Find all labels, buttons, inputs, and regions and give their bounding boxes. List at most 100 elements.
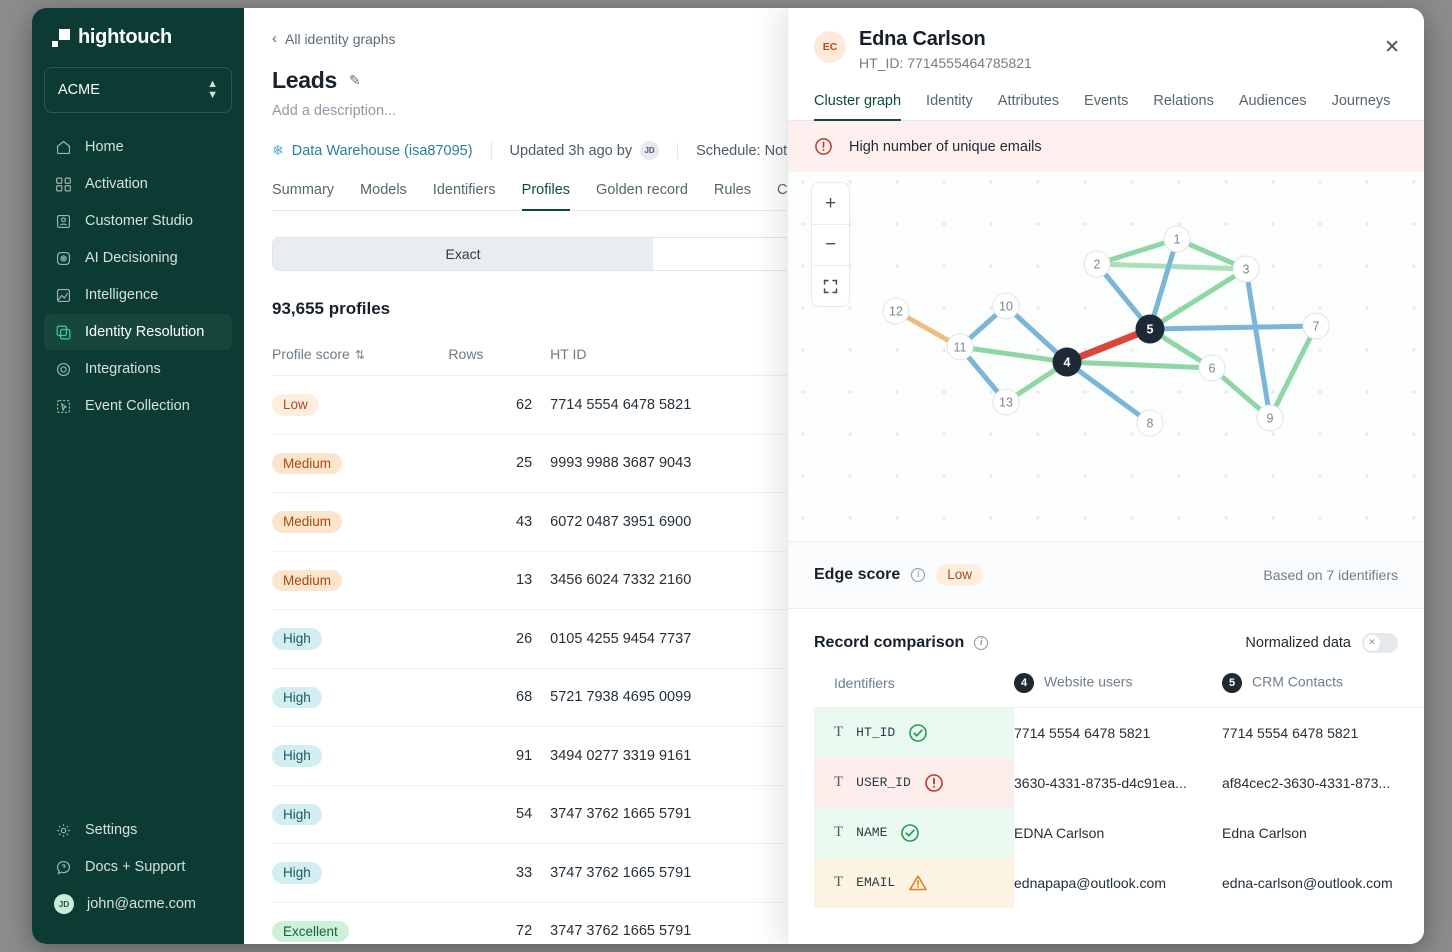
header-rows[interactable]: Rows [448,346,533,376]
tab-rules[interactable]: Rules [713,182,751,198]
cell-ht-id: 0105 4255 9454 7737 [532,609,794,669]
cell-rows: 72 [448,902,533,944]
identifier-name: EMAIL [856,875,896,890]
tab-events[interactable]: Events [1084,93,1129,109]
cell-identifier: T HT_ID [814,707,1014,758]
hightouch-logo-icon [52,28,70,47]
segment-exact[interactable]: Exact [273,238,653,270]
cluster-graph[interactable]: 1 2 3 4 5 6 7 8 9 10 11 12 13 + − [788,172,1424,542]
graph-node-5[interactable]: 5 [1135,314,1165,344]
graph-node-6[interactable]: 6 [1198,354,1226,382]
title-row: Leads ✎ [272,67,1396,94]
account-email: john@acme.com [87,896,197,912]
profile-detail-panel: EC Edna Carlson HT_ID: 7714555464785821 … [787,8,1424,944]
graph-node-7[interactable]: 7 [1302,312,1330,340]
tab-models[interactable]: Models [360,182,407,198]
cell-ht-id: 3456 6024 7332 2160 [532,551,794,610]
match-status-icon [900,823,920,843]
graph-node-1[interactable]: 1 [1163,225,1191,253]
tab-audiences[interactable]: Audiences [1238,93,1307,109]
tab-journeys[interactable]: Journeys [1331,93,1391,109]
normalized-data-toggle[interactable]: ✕ [1362,632,1398,653]
description-placeholder[interactable]: Add a description... [272,103,397,119]
fit-screen-icon[interactable] [812,265,849,306]
tab-cluster-graph[interactable]: Cluster graph [814,93,902,121]
cell-ht-id: 7714 5554 6478 5821 [532,375,794,435]
record-comparison-title: Record comparison [814,633,965,651]
sidebar-item-label: Identity Resolution [85,324,205,340]
sidebar-item-account[interactable]: JD john@acme.com [44,886,232,922]
tab-identity[interactable]: Identity [926,93,973,109]
tab-relations[interactable]: Relations [1153,93,1214,109]
graph-node-2[interactable]: 2 [1083,250,1111,278]
graph-node-3[interactable]: 3 [1232,255,1260,283]
workspace-selector[interactable]: ACME ▲ ▼ [44,67,232,113]
sidebar-item-home[interactable]: Home [44,129,232,165]
cell-value-1: 3630-4331-8735-d4c91ea... [1014,774,1187,791]
brand-logo[interactable]: hightouch [44,8,232,63]
graph-node-12[interactable]: 12 [882,297,910,325]
cell-value-1: EDNA Carlson [1014,824,1105,841]
table-row[interactable]: T NAME EDNA Carlson Edna Carlson [814,807,1424,858]
sidebar-item-customer-studio[interactable]: Customer Studio [44,203,232,239]
table-row[interactable]: T HT_ID 7714 5554 6478 5821 7714 5554 64… [814,707,1424,758]
info-icon[interactable]: i [974,635,989,650]
table-row[interactable]: T EMAIL ednapapa@outlook.com edna-carlso… [814,857,1424,908]
chevron-updown-icon: ▲ ▼ [207,78,218,101]
status-badge: Low [272,394,319,416]
alert-banner: High number of unique emails [788,121,1424,172]
sidebar-item-activation[interactable]: Activation [44,166,232,202]
header-label: CRM Contacts [1252,673,1344,690]
tab-identifiers[interactable]: Identifiers [432,182,496,198]
cell-ht-id: 3747 3762 1665 5791 [532,902,794,944]
zoom-in-icon[interactable]: + [824,192,837,214]
tab-attributes[interactable]: Attributes [997,93,1060,109]
graph-node-10[interactable]: 10 [992,292,1020,320]
avatar: JD [640,141,660,160]
status-badge: Medium [272,452,343,474]
sidebar-item-integrations[interactable]: Integrations [44,351,232,387]
profiles-count: 93,655 profiles [272,299,391,318]
tab-summary[interactable]: Summary [272,182,335,198]
record-comparison: Record comparison i Normalized data ✕ Id… [788,609,1424,908]
cell-ht-id: 3747 3762 1665 5791 [532,785,794,844]
alert-text: High number of unique emails [849,138,1042,155]
comparison-table: Identifiers 4 Website users 5 CRM Contacts [814,672,1424,908]
sidebar-item-identity-resolution[interactable]: Identity Resolution [44,314,232,350]
edit-pencil-icon[interactable]: ✎ [348,72,361,88]
comparison-table-body: T HT_ID 7714 5554 6478 5821 7714 5554 64… [814,707,1424,908]
tab-profiles[interactable]: Profiles [521,182,571,211]
back-to-all-identity-graphs[interactable]: ‹ All identity graphs [272,30,396,47]
header-label: Profile score [272,346,350,362]
zoom-out-icon[interactable]: − [812,224,849,265]
source-label: Data Warehouse (isa87095) [291,142,473,159]
header-label: Website users [1044,673,1133,690]
sidebar-item-label: Settings [85,822,138,838]
sidebar-item-ai-decisioning[interactable]: AI Decisioning [44,240,232,276]
status-badge: High [272,803,322,825]
identity-resolution-icon [54,323,72,341]
header-profile-score[interactable]: Profile score ⇅ [272,346,449,376]
meta-source[interactable]: ❄ Data Warehouse (isa87095) [272,142,491,159]
cell-ht-id: 9993 9988 3687 9043 [532,434,794,493]
header-ht-id[interactable]: HT ID [532,346,794,376]
sidebar-item-label: Home [85,139,124,155]
info-icon[interactable]: i [911,567,926,582]
table-row[interactable]: T USER_ID 3630-4331-8735-d4c91ea... af84… [814,757,1424,808]
cell-rows: 62 [448,375,533,435]
close-icon[interactable]: ✕ [1384,37,1400,58]
graph-node-8[interactable]: 8 [1136,409,1164,437]
meta-updated: Updated 3h ago by JD [490,141,678,160]
cell-rows: 33 [448,843,533,903]
cell-ht-id: 3747 3762 1665 5791 [532,843,794,903]
sidebar-item-settings[interactable]: Settings [44,812,232,848]
tab-golden-record[interactable]: Golden record [596,182,688,198]
sidebar-item-event-collection[interactable]: Event Collection [44,388,232,424]
graph-node-11[interactable]: 11 [946,333,974,361]
graph-node-13[interactable]: 13 [992,388,1020,416]
sidebar-item-intelligence[interactable]: Intelligence [44,277,232,313]
sidebar-item-docs-support[interactable]: Docs + Support [44,849,232,885]
text-type-icon: T [834,874,844,890]
graph-node-4[interactable]: 4 [1052,347,1082,377]
graph-node-9[interactable]: 9 [1256,404,1284,432]
